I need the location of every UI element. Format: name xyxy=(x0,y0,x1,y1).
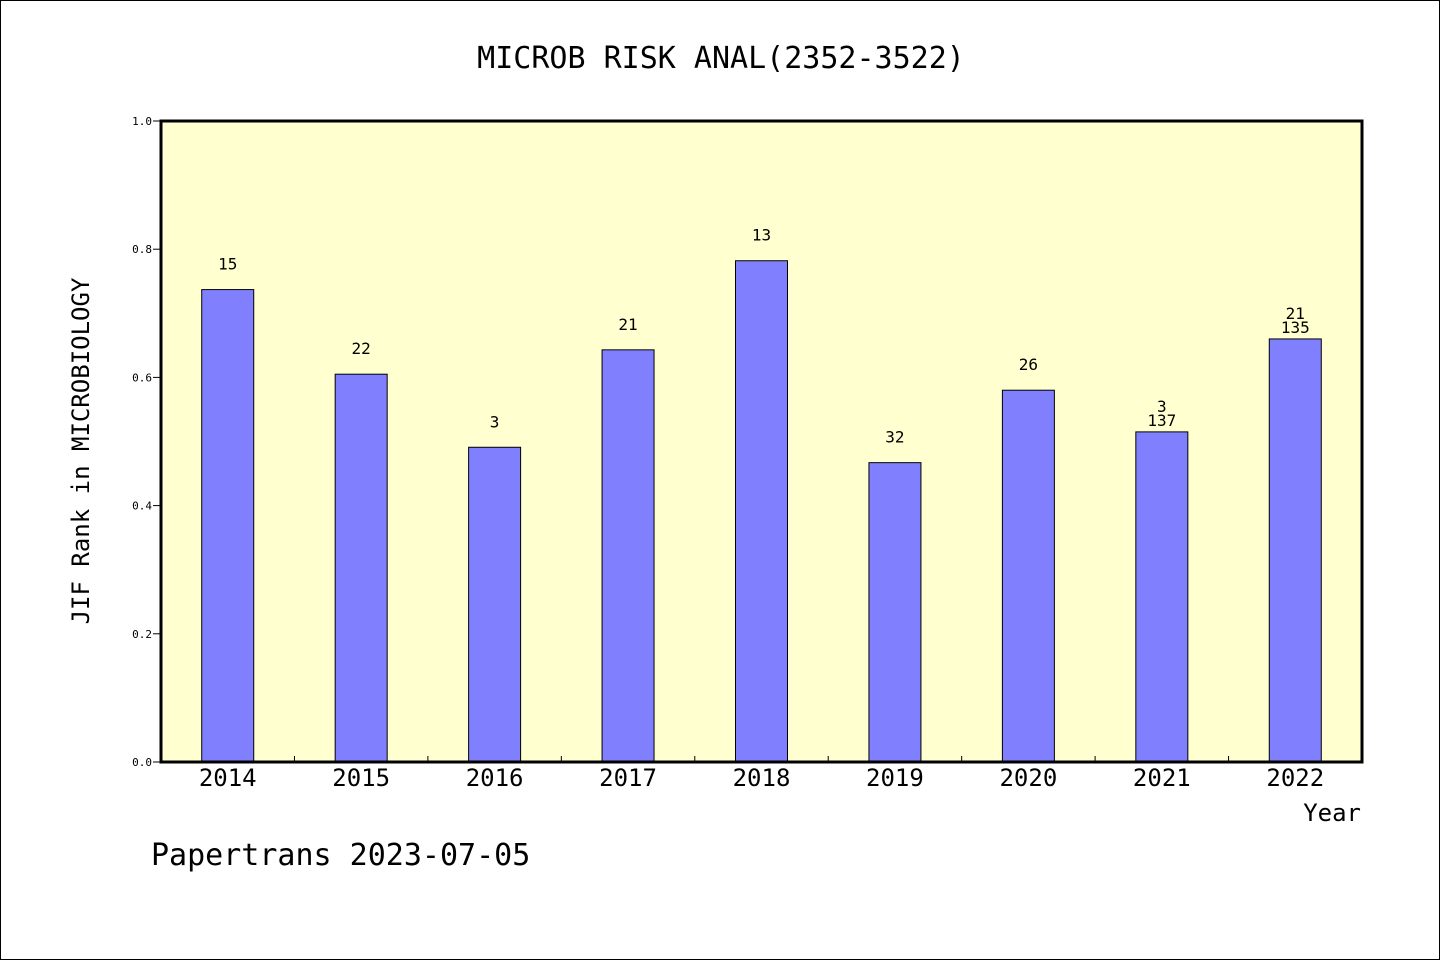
data-label-2018: 13 xyxy=(752,226,771,245)
data-label-2014: 15 xyxy=(218,255,237,274)
bar-2014 xyxy=(201,289,255,763)
x-tick-label-2016: 2016 xyxy=(466,764,524,792)
bar-2016 xyxy=(468,446,522,763)
bar-2018 xyxy=(735,260,788,763)
bar-2021 xyxy=(1135,431,1189,763)
x-tick-label-2015: 2015 xyxy=(332,764,390,792)
y-axis-label: JIF Rank in MICROBIOLOGY xyxy=(67,277,95,624)
bar-2022 xyxy=(1268,338,1322,763)
bar-2019 xyxy=(868,462,922,763)
data-label-2021: 3 xyxy=(1157,397,1167,416)
x-tick-label-2017: 2017 xyxy=(599,764,657,792)
y-tick-label-0.6: 0.6 xyxy=(132,371,152,384)
data-label-2016: 3 xyxy=(490,412,500,431)
data-label-2019: 32 xyxy=(885,428,904,447)
x-tick-label-2018: 2018 xyxy=(733,764,791,792)
x-axis: 2014 2015 2016 2017 2018 2019 2020 2021 2022 xyxy=(199,756,1324,792)
data-label-2020: 26 xyxy=(1019,355,1038,374)
x-tick-label-2019: 2019 xyxy=(866,764,924,792)
data-label-secondary-2021: 137 xyxy=(1147,411,1176,430)
data-label-2015: 22 xyxy=(352,339,371,358)
footer-credit: Papertrans 2023-07-05 xyxy=(151,838,530,873)
x-tick-label-2020: 2020 xyxy=(999,764,1057,792)
y-axis: 0.0 0.2 0.4 0.6 0.8 1.0 xyxy=(132,115,161,769)
bar-2015 xyxy=(334,373,388,763)
y-tick-label-0.4: 0.4 xyxy=(132,500,152,513)
x-axis-label: Year xyxy=(1303,799,1361,827)
x-tick-label-2021: 2021 xyxy=(1133,764,1191,792)
data-label-2017: 21 xyxy=(618,315,637,334)
y-tick-label-0.2: 0.2 xyxy=(132,628,152,641)
y-tick-label-0.0: 0.0 xyxy=(132,756,152,769)
x-tick-label-2014: 2014 xyxy=(199,764,257,792)
y-tick-label-1.0: 1.0 xyxy=(132,115,152,128)
plot-border xyxy=(159,119,1364,764)
x-tick-label-2022: 2022 xyxy=(1266,764,1324,792)
chart-title: MICROB RISK ANAL(2352-3522) xyxy=(477,41,965,76)
bar-2020 xyxy=(1001,389,1055,763)
data-label-2022: 21 xyxy=(1286,304,1305,323)
y-tick-label-0.8: 0.8 xyxy=(132,243,152,256)
bar-2017 xyxy=(601,349,655,763)
data-label-secondary-2022: 135 xyxy=(1281,318,1310,337)
